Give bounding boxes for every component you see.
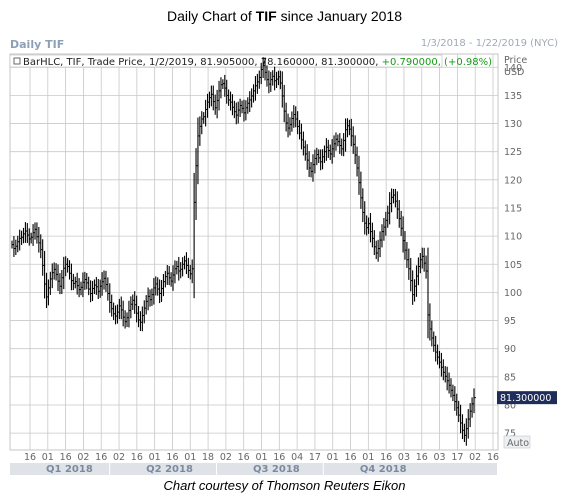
chart-grid — [9, 53, 499, 451]
x-tick-label: 16 — [131, 452, 143, 463]
chart-title-ticker: TIF — [255, 8, 277, 24]
plot-area — [9, 53, 499, 451]
x-tick-label: 16 — [238, 452, 250, 463]
y-tick-label: 140 — [504, 63, 522, 74]
chart-title: Daily Chart of TIF since January 2018 — [166, 8, 402, 24]
y-tick-label: 115 — [504, 203, 522, 214]
chart-footer-credit: Chart courtesy of Thomson Reuters Eikon — [163, 478, 406, 493]
y-tick-label: 130 — [504, 119, 522, 130]
y-tick-label: 110 — [504, 232, 522, 243]
last-price-marker: 81.300000 — [497, 391, 557, 405]
x-tick-label: 16 — [487, 452, 499, 463]
x-tick-label: 02 — [220, 452, 232, 463]
legend-text: BarHLC, TIF, Trade Price, 1/2/2019, 81.9… — [23, 57, 492, 68]
auto-scale-toggle[interactable]: Auto — [503, 435, 531, 449]
x-tick-label: 01 — [327, 452, 339, 463]
quarter-band — [10, 463, 110, 475]
quarter-band — [216, 463, 323, 475]
quarter-band — [110, 463, 216, 475]
price-bar — [473, 388, 476, 414]
quarter-label: Q3 2018 — [253, 464, 300, 475]
quarter-label: Q4 2018 — [360, 464, 407, 475]
auto-button[interactable] — [503, 435, 531, 449]
x-tick-label: 16 — [166, 452, 178, 463]
x-tick-label: 02 — [77, 452, 89, 463]
y-tick-label: 90 — [504, 344, 516, 355]
x-tick-label: 01 — [255, 452, 267, 463]
date-range: 1/3/2018 - 1/22/2019 (NYC) — [420, 38, 558, 49]
legend: BarHLC, TIF, Trade Price, 1/2/2019, 81.9… — [9, 54, 492, 68]
y-tick-label: 105 — [504, 260, 522, 271]
x-tick-label: 01 — [42, 452, 54, 463]
quarter-band — [323, 463, 497, 475]
y-tick-label: 135 — [504, 91, 522, 102]
y-tick-label: 125 — [504, 147, 522, 158]
x-tick-label: 16 — [380, 452, 392, 463]
y-axis-currency-label: USD — [504, 67, 524, 78]
x-tick-label: 03 — [398, 452, 410, 463]
quarter-label: Q2 2018 — [146, 464, 193, 475]
x-tick-label: 04 — [291, 452, 303, 463]
y-tick-label: 75 — [504, 429, 516, 440]
x-tick-label: 17 — [309, 452, 321, 463]
x-tick-label: 16 — [60, 452, 72, 463]
price-bars — [11, 57, 476, 446]
x-tick-label: 02 — [113, 452, 125, 463]
x-tick-label: 01 — [149, 452, 161, 463]
last-price-label: 81.300000 — [500, 393, 551, 404]
y-axis-price-label: Price — [504, 55, 527, 66]
x-tick-label: 02 — [469, 452, 481, 463]
x-tick-label: 01 — [184, 452, 196, 463]
y-tick-label: 100 — [504, 288, 522, 299]
y-tick-label: 120 — [504, 175, 522, 186]
x-tick-label: 01 — [362, 452, 374, 463]
legend-box — [9, 54, 443, 68]
panel-label: Daily TIF — [10, 38, 65, 51]
y-tick-label: 95 — [504, 316, 516, 327]
x-tick-label: 17 — [451, 452, 463, 463]
auto-button-label: Auto — [507, 438, 529, 449]
x-tick-label: 03 — [434, 452, 446, 463]
x-tick-label: 16 — [273, 452, 285, 463]
x-tick-label: 16 — [344, 452, 356, 463]
last-price-box — [497, 391, 557, 405]
x-tick-label: 18 — [202, 452, 214, 463]
x-axis: 16 01 16 02 16 02 16 01 16 01 18 02 16 01 16 04 17 01 16 01… — [10, 452, 499, 475]
x-tick-label: 16 — [24, 452, 36, 463]
legend-series-icon — [13, 57, 21, 65]
y-tick-label: 85 — [504, 372, 516, 383]
chart-header-bar: Daily TIF 1/3/2018 - 1/22/2019 (NYC) — [8, 36, 560, 52]
y-tick-label: 80 — [504, 400, 516, 411]
quarter-label: Q1 2018 — [46, 464, 93, 475]
x-tick-label: 16 — [95, 452, 107, 463]
x-tick-label: 16 — [416, 452, 428, 463]
y-axis: Price USD 75 80 85 90 95 100 105 110 115 120 125 13… — [504, 55, 527, 440]
